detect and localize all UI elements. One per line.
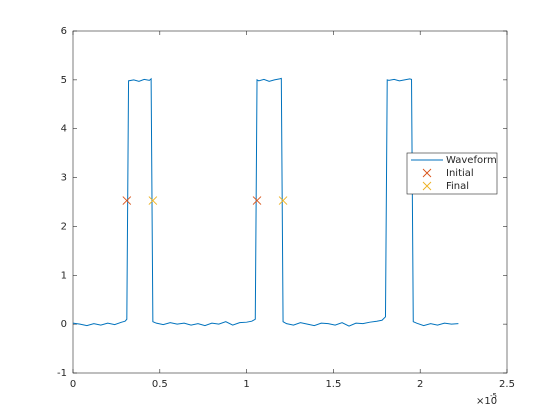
x-tick-label: 2.5 bbox=[499, 379, 515, 390]
x-tick-label: 1 bbox=[243, 379, 249, 390]
y-tick-label: 3 bbox=[61, 173, 67, 184]
legend-marker bbox=[422, 168, 432, 178]
y-tick-label: 5 bbox=[61, 75, 67, 86]
plot-area bbox=[72, 30, 508, 374]
marker-stroke bbox=[148, 196, 158, 205]
y-tick-label: 2 bbox=[61, 221, 67, 232]
marker-stroke bbox=[278, 196, 288, 205]
data-point bbox=[122, 196, 132, 205]
marker-stroke bbox=[122, 196, 132, 205]
y-tick-label: 0 bbox=[61, 319, 67, 330]
y-tick-label: 6 bbox=[61, 26, 67, 37]
legend: Waveform Initial Final bbox=[406, 152, 498, 195]
x-tick-label: 0.5 bbox=[152, 379, 168, 390]
x-multiplier-base: ×10 bbox=[476, 396, 497, 407]
marker-stroke bbox=[422, 181, 432, 191]
legend-label: Initial bbox=[446, 168, 474, 179]
y-tick-label: -1 bbox=[57, 368, 67, 379]
marker-stroke bbox=[252, 196, 262, 205]
data-line bbox=[72, 77, 459, 327]
data-point bbox=[148, 196, 158, 205]
marker-stroke bbox=[422, 168, 432, 178]
y-tick-label: 4 bbox=[61, 124, 67, 135]
data-point bbox=[278, 196, 288, 205]
data-point bbox=[252, 196, 262, 205]
x-multiplier-exponent: -5 bbox=[490, 392, 497, 400]
legend-label: Waveform bbox=[446, 155, 497, 166]
y-tick-label: 1 bbox=[61, 270, 67, 281]
legend-label: Final bbox=[446, 181, 469, 192]
x-tick-label: 0 bbox=[70, 379, 76, 390]
x-tick-label: 2 bbox=[417, 379, 423, 390]
legend-marker bbox=[422, 181, 432, 191]
x-tick-label: 1.5 bbox=[325, 379, 341, 390]
